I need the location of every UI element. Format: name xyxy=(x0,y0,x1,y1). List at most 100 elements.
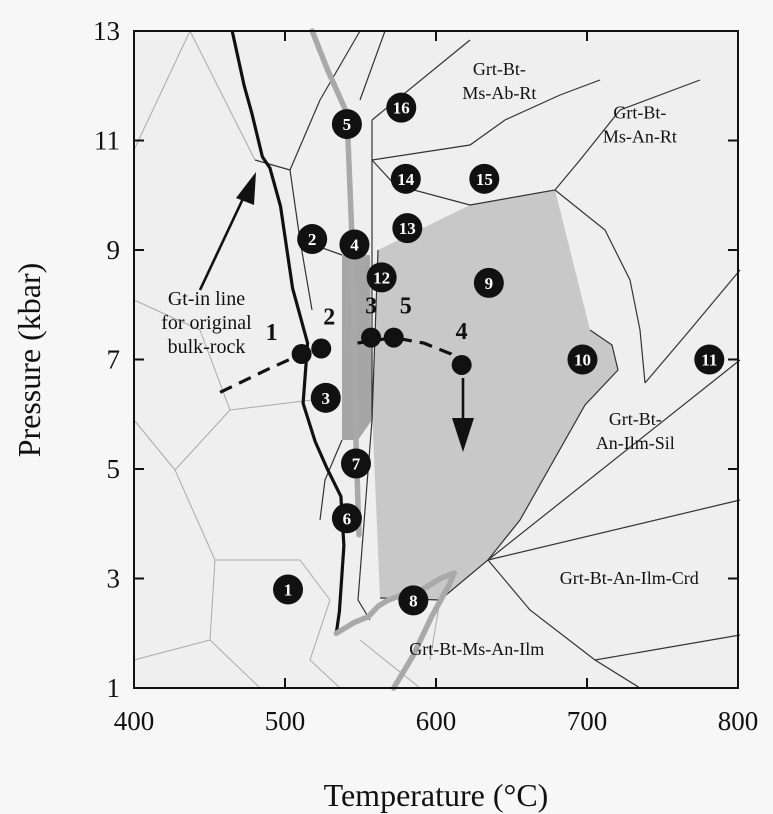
field-number: 5 xyxy=(343,115,352,134)
x-tick-label: 400 xyxy=(114,706,155,736)
field-label: Grt-Bt-An-Ilm-Sil xyxy=(596,409,675,453)
field-number-marker xyxy=(339,229,370,260)
data-point-label: 4 xyxy=(456,319,468,345)
series-grey-thick xyxy=(309,28,362,538)
field-number: 9 xyxy=(485,274,494,293)
faint-boundary xyxy=(189,30,256,161)
boundary-line xyxy=(439,369,619,601)
data-point xyxy=(291,344,312,365)
series-grey-thick xyxy=(390,570,457,691)
sample-points: 1 2 3 5 4 xyxy=(266,294,472,375)
field-number-marker xyxy=(340,448,371,479)
field-number: 8 xyxy=(409,591,418,610)
field-number: 3 xyxy=(322,389,331,408)
x-tick-label: 800 xyxy=(718,706,759,736)
gt-in-annotation: Gt-in line for original bulk-rock xyxy=(161,288,252,358)
field-number-marker xyxy=(366,262,397,293)
field-number: 13 xyxy=(399,219,416,238)
y-tick-label: 3 xyxy=(107,564,121,594)
field-number: 1 xyxy=(284,580,293,599)
field-number-marker xyxy=(473,267,504,298)
field-number: 12 xyxy=(373,268,390,287)
arrow-head xyxy=(236,172,256,205)
x-tick-label: 700 xyxy=(567,706,608,736)
field-number: 7 xyxy=(352,455,361,474)
boundary-line xyxy=(357,419,373,621)
field-number: 16 xyxy=(393,99,410,118)
field-number-marker xyxy=(386,92,417,123)
field-label: Grt-Bt-Ms-Ab-Rt xyxy=(462,59,536,103)
y-tick-label: 9 xyxy=(107,235,121,265)
boundary-line xyxy=(594,634,741,661)
field-number: 14 xyxy=(397,170,415,189)
field-number-marker xyxy=(694,344,725,375)
field-number: 6 xyxy=(343,509,352,528)
faint-boundary xyxy=(309,599,341,689)
boundary-line xyxy=(359,30,386,101)
data-point-label: 5 xyxy=(400,294,412,320)
boundary-line xyxy=(487,499,741,561)
annotation: Gt-in line for original bulk-rock xyxy=(161,288,252,358)
arrow-to-gt-in-line xyxy=(198,187,250,291)
boundary-line xyxy=(469,79,701,206)
field-number-marker xyxy=(273,574,304,605)
shaded-field-dark xyxy=(342,255,372,440)
data-point xyxy=(451,354,472,375)
field-number-marker xyxy=(392,213,423,244)
field-number-marker xyxy=(469,163,500,194)
faint-boundary xyxy=(209,639,261,689)
boundary-line xyxy=(644,269,741,384)
faint-boundary xyxy=(215,559,331,601)
field-label: Grt-Bt-Ms-An-Ilm xyxy=(409,639,544,659)
field-number-marker xyxy=(310,382,341,413)
field-number-marker xyxy=(398,585,429,616)
boundary-line xyxy=(487,559,641,689)
boundary-line xyxy=(319,439,343,521)
data-point xyxy=(311,338,332,359)
field-number: 15 xyxy=(476,170,493,189)
faint-boundaries xyxy=(133,30,441,689)
y-axis-title: Pressure (kbar) xyxy=(11,263,47,458)
data-point xyxy=(383,327,404,348)
boundary-line xyxy=(319,30,361,101)
boundary-line xyxy=(371,79,601,161)
boundary-line xyxy=(589,329,619,371)
boundary-line xyxy=(299,239,313,311)
field-number: 11 xyxy=(701,351,717,370)
field-number-marker xyxy=(567,344,598,375)
series-dashed xyxy=(219,352,303,394)
boundary-line xyxy=(554,189,646,384)
series-grey-thick xyxy=(333,570,457,637)
field-number-marker xyxy=(331,109,362,140)
data-point xyxy=(361,327,382,348)
data-point-label: 2 xyxy=(323,305,335,331)
field-number-marker xyxy=(331,503,362,534)
field-labels: Grt-Bt-Ms-Ab-Rt Grt-Bt-Ms-An-Rt Grt-Bt-An-… xyxy=(409,59,698,659)
y-tick-label: 1 xyxy=(107,673,121,703)
x-tick-label: 600 xyxy=(416,706,457,736)
path-arrow-head xyxy=(452,418,474,452)
field-boundaries xyxy=(254,30,741,689)
series-dashed xyxy=(357,335,463,367)
y-tick-label: 13 xyxy=(93,16,120,46)
field-number: 2 xyxy=(308,230,317,249)
field-label: Grt-Bt-Ms-An-Rt xyxy=(603,103,677,147)
field-number-marker xyxy=(390,163,421,194)
y-tick-label: 5 xyxy=(107,454,121,484)
field-number: 4 xyxy=(350,236,359,255)
data-point-label: 3 xyxy=(365,294,377,320)
x-tick-label: 500 xyxy=(265,706,306,736)
x-axis-title: Temperature (°C) xyxy=(324,777,549,813)
faint-boundary xyxy=(133,419,176,471)
y-tick-label: 11 xyxy=(94,126,120,156)
boundary-line xyxy=(487,359,741,561)
faint-boundary xyxy=(359,639,421,689)
field-label: Grt-Bt-An-Ilm-Crd xyxy=(560,568,699,588)
faint-boundary xyxy=(229,399,313,411)
x-axis: 400 500 600 700 800 xyxy=(114,31,759,736)
faint-boundary xyxy=(133,30,191,151)
field-number-marker xyxy=(297,224,328,255)
y-tick-label: 7 xyxy=(107,345,121,375)
